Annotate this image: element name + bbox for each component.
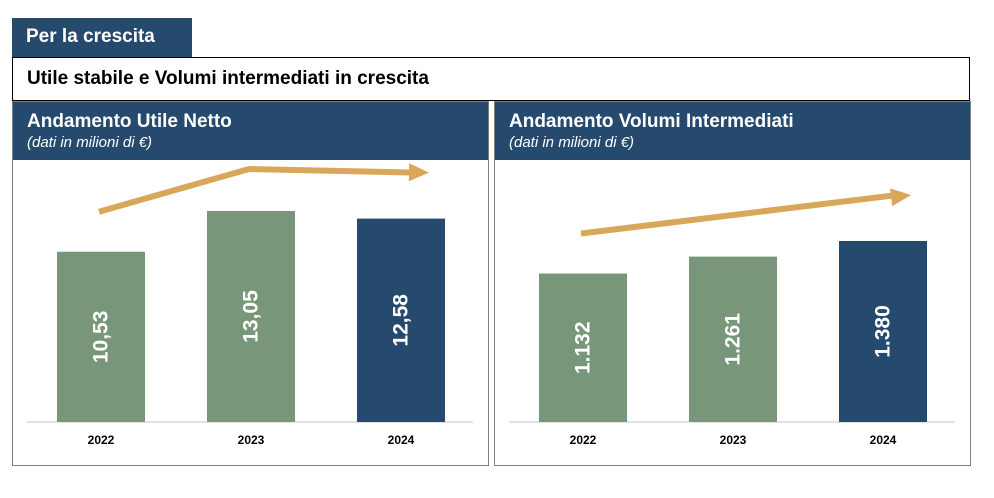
x-tick-label: 2023 (238, 433, 265, 447)
panel-header: Andamento Volumi Intermediati (dati in m… (495, 102, 970, 160)
volumi-intermediati-panel: Andamento Volumi Intermediati (dati in m… (494, 101, 971, 466)
bar-value-label: 1.380 (872, 305, 895, 358)
section-subtitle: Utile stabile e Volumi intermediati in c… (12, 57, 970, 101)
chart-title: Andamento Utile Netto (27, 111, 232, 132)
bar-2023 (207, 211, 295, 422)
section-tab: Per la crescita (12, 18, 192, 58)
x-tick-label: 2022 (570, 433, 597, 447)
x-tick-label: 2022 (88, 433, 115, 447)
bar-value-label: 1.261 (722, 313, 745, 366)
bar-value-label: 12,58 (390, 294, 413, 347)
bar-2024 (357, 218, 445, 422)
bar-2022 (539, 273, 627, 422)
trend-arrow-line (98, 166, 416, 215)
panel-header: Andamento Utile Netto (dati in milioni d… (13, 102, 488, 160)
utile-netto-chart: 10,53 2022 13,05 2023 12,58 2024 (27, 163, 473, 447)
chart-unit-note: (dati in milioni di €) (27, 134, 153, 151)
trend-arrow-head (408, 163, 429, 182)
utile-netto-panel: Andamento Utile Netto (dati in milioni d… (12, 101, 489, 466)
trend-arrow-head (890, 188, 911, 207)
chart-title: Andamento Volumi Intermediati (509, 111, 794, 132)
x-tick-label: 2023 (720, 433, 747, 447)
bar-2023 (689, 256, 777, 422)
x-tick-label: 2024 (388, 433, 415, 447)
bar-value-label: 10,53 (90, 311, 113, 364)
bar-2024 (839, 241, 927, 422)
bar-value-label: 13,05 (240, 290, 263, 343)
volumi-intermediati-chart: 1.132 2022 1.261 2023 1.380 2024 (509, 188, 955, 447)
trend-arrow-line (580, 192, 898, 237)
x-tick-label: 2024 (870, 433, 897, 447)
bar-2022 (57, 251, 145, 422)
bar-value-label: 1.132 (572, 321, 595, 374)
chart-unit-note: (dati in milioni di €) (509, 134, 635, 151)
